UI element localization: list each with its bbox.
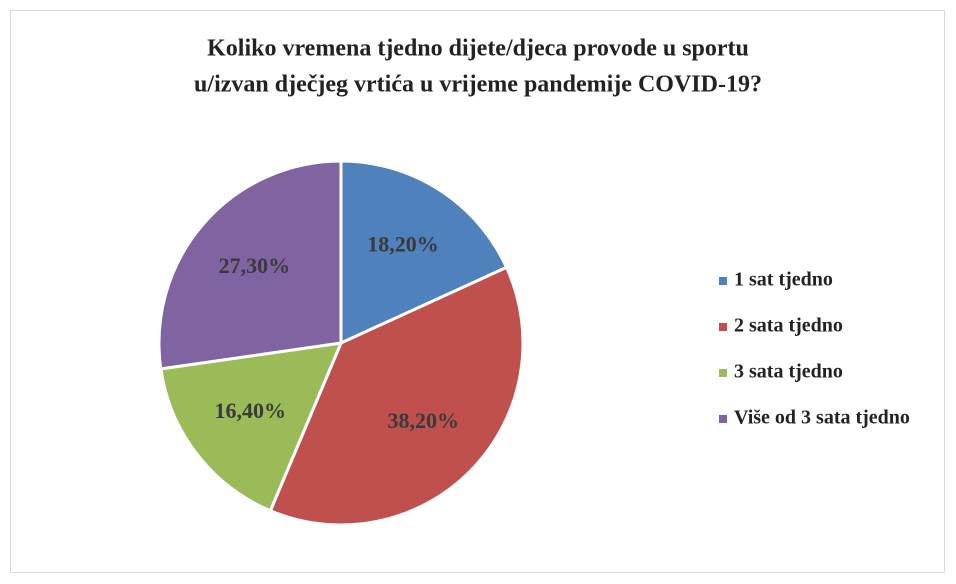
legend-swatch <box>719 415 727 423</box>
pie-slice <box>157 159 343 371</box>
data-label: 16,40% <box>214 398 286 423</box>
chart-title: u/izvan dječjeg vrtića u vrijeme pandemi… <box>194 72 762 98</box>
legend-label: 2 sata tjedno <box>734 315 843 337</box>
chart-title: Koliko vremena tjedno dijete/djeca provo… <box>207 36 749 62</box>
data-label: 18,20% <box>367 232 439 257</box>
legend-label: Više od 3 sata tjedno <box>734 407 910 429</box>
legend-label: 3 sata tjedno <box>734 361 843 383</box>
pie-slice <box>268 265 525 527</box>
pie-slice <box>339 159 509 346</box>
legend-swatch <box>719 369 727 377</box>
data-label: 27,30% <box>219 253 291 278</box>
legend-swatch <box>719 323 727 331</box>
legend-swatch <box>719 277 727 285</box>
data-label: 38,20% <box>388 408 460 433</box>
legend-label: 1 sat tjedno <box>734 269 833 291</box>
pie-slice <box>159 341 344 513</box>
